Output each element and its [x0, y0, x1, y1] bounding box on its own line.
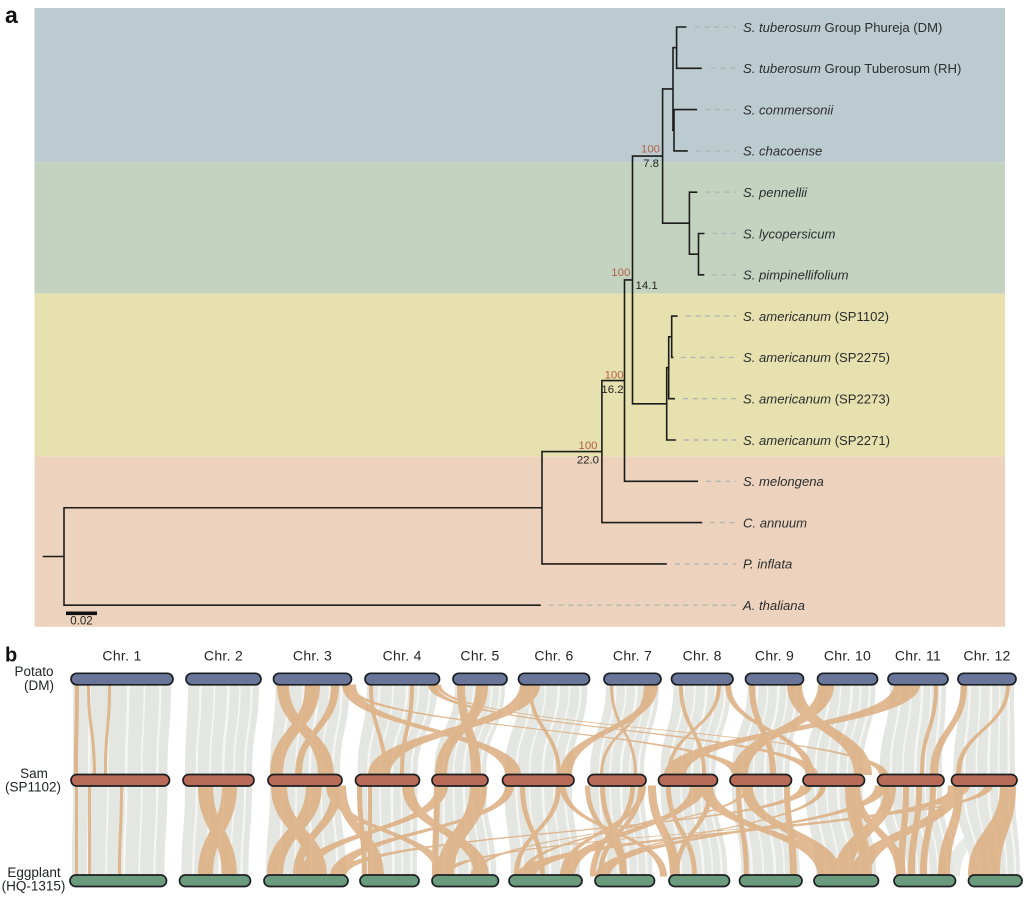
svg-text:(HQ-1315): (HQ-1315)	[2, 878, 66, 893]
svg-text:S. lycopersicum: S. lycopersicum	[743, 226, 836, 241]
svg-text:Eggplant: Eggplant	[7, 865, 61, 880]
svg-text:S. tuberosum Group Tuberosum (: S. tuberosum Group Tuberosum (RH)	[743, 61, 961, 76]
svg-text:14.1: 14.1	[636, 280, 658, 292]
svg-text:S. tuberosum Group Phureja (DM: S. tuberosum Group Phureja (DM)	[743, 20, 942, 35]
svg-text:Chr. 4: Chr. 4	[383, 648, 422, 664]
svg-text:(SP1102): (SP1102)	[5, 779, 61, 794]
svg-text:Chr. 5: Chr. 5	[460, 648, 499, 664]
svg-text:7.8: 7.8	[643, 158, 659, 170]
svg-text:100: 100	[641, 144, 660, 156]
svg-text:Potato: Potato	[14, 664, 53, 679]
svg-text:Chr. 1: Chr. 1	[102, 648, 141, 664]
svg-text:Chr. 7: Chr. 7	[613, 648, 652, 664]
svg-text:100: 100	[578, 440, 597, 452]
svg-text:S. melongena: S. melongena	[743, 474, 824, 489]
svg-text:C. annuum: C. annuum	[743, 515, 807, 530]
svg-text:Chr. 8: Chr. 8	[683, 648, 722, 664]
svg-text:S. pimpinellifolium: S. pimpinellifolium	[743, 268, 849, 283]
svg-text:100: 100	[611, 267, 630, 279]
svg-text:Chr. 2: Chr. 2	[204, 648, 243, 664]
svg-text:S. americanum (SP2275): S. americanum (SP2275)	[743, 350, 890, 365]
svg-text:b: b	[5, 645, 17, 667]
svg-text:S. pennellii: S. pennellii	[743, 185, 808, 200]
svg-text:Chr. 3: Chr. 3	[293, 648, 332, 664]
svg-text:0.02: 0.02	[70, 616, 92, 628]
svg-text:Chr. 6: Chr. 6	[534, 648, 573, 664]
svg-text:A. thaliana: A. thaliana	[742, 598, 805, 613]
svg-text:S. commersonii: S. commersonii	[743, 102, 834, 117]
svg-text:a: a	[5, 2, 18, 28]
svg-text:S. americanum (SP2273): S. americanum (SP2273)	[743, 392, 890, 407]
svg-text:(DM): (DM)	[24, 678, 54, 693]
svg-text:Chr. 12: Chr. 12	[963, 648, 1010, 664]
svg-text:S. americanum (SP2271): S. americanum (SP2271)	[743, 433, 890, 448]
svg-text:Chr. 9: Chr. 9	[755, 648, 794, 664]
svg-text:P. inflata: P. inflata	[743, 557, 792, 572]
svg-text:100: 100	[605, 369, 624, 381]
svg-text:Chr. 10: Chr. 10	[824, 648, 871, 664]
svg-text:S. chacoense: S. chacoense	[743, 144, 822, 159]
svg-text:S. americanum (SP1102): S. americanum (SP1102)	[743, 309, 889, 324]
svg-text:Sam: Sam	[20, 766, 48, 781]
svg-text:Chr. 11: Chr. 11	[895, 648, 941, 664]
svg-text:22.0: 22.0	[577, 454, 599, 466]
svg-text:16.2: 16.2	[601, 384, 623, 396]
